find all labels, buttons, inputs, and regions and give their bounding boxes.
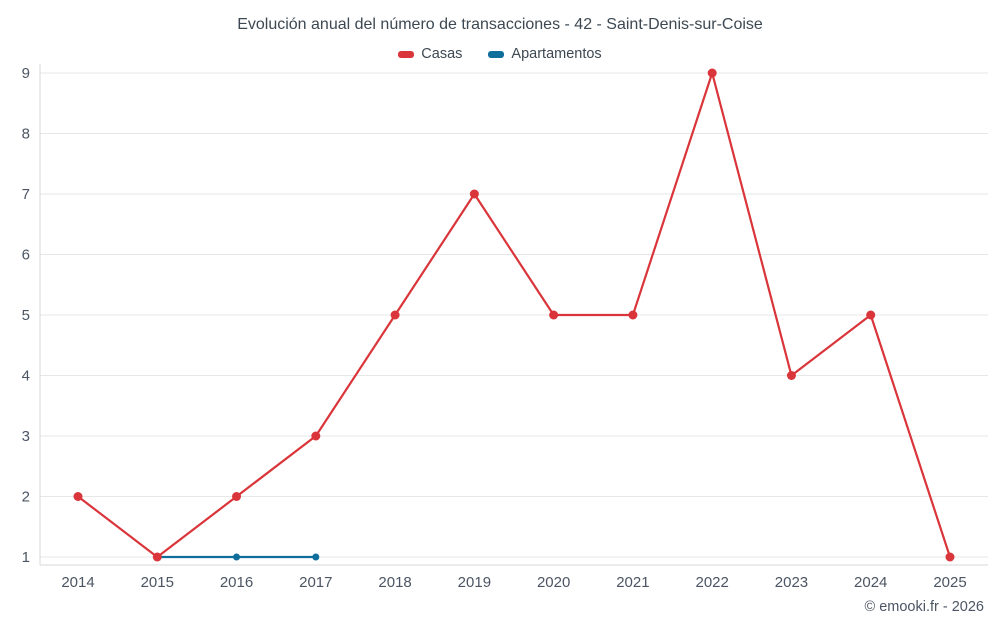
y-tick-label: 3	[22, 428, 30, 445]
data-point-casas-2015[interactable]	[152, 552, 162, 562]
x-tick-label: 2018	[378, 574, 411, 591]
data-point-casas-2017[interactable]	[311, 431, 321, 441]
data-point-casas-2024[interactable]	[866, 310, 876, 320]
y-tick-label: 7	[22, 186, 30, 203]
x-tick-label: 2017	[299, 574, 332, 591]
data-point-apartamentos-2017[interactable]	[312, 553, 320, 561]
x-tick-label: 2021	[616, 574, 649, 591]
x-tick-label: 2015	[141, 574, 174, 591]
x-tick-label: 2019	[458, 574, 491, 591]
data-point-casas-2018[interactable]	[390, 310, 400, 320]
legend-marker-apartamentos-icon	[488, 50, 505, 58]
chart-title: Evolución anual del número de transaccio…	[237, 16, 763, 33]
y-tick-label: 2	[22, 489, 30, 506]
y-tick-label: 8	[22, 126, 30, 143]
y-tick-label: 9	[22, 65, 30, 82]
footer-credit: © emooki.fr - 2026	[864, 599, 984, 615]
x-tick-label: 2016	[220, 574, 253, 591]
y-tick-label: 1	[22, 549, 30, 566]
legend-item-casas[interactable]: Casas	[398, 46, 462, 62]
x-tick-label: 2014	[61, 574, 94, 591]
legend: Casas Apartamentos	[0, 46, 1000, 62]
y-tick-label: 4	[22, 368, 30, 385]
x-tick-label: 2022	[695, 574, 728, 591]
legend-marker-casas-icon	[398, 50, 415, 58]
x-tick-label: 2020	[537, 574, 570, 591]
data-point-casas-2016[interactable]	[232, 492, 242, 501]
data-point-casas-2023[interactable]	[786, 371, 796, 380]
x-tick-label: 2024	[854, 574, 887, 591]
legend-label-casas: Casas	[421, 46, 463, 62]
y-tick-label: 5	[22, 307, 30, 324]
legend-item-apartamentos[interactable]: Apartamentos	[488, 46, 602, 62]
data-point-casas-2019[interactable]	[469, 189, 479, 199]
data-point-casas-2020[interactable]	[549, 310, 559, 320]
x-tick-label: 2023	[775, 574, 808, 591]
data-point-casas-2021[interactable]	[628, 310, 638, 320]
y-tick-label: 6	[22, 247, 30, 264]
legend-label-apartamentos: Apartamentos	[511, 46, 602, 62]
data-point-casas-2014[interactable]	[73, 492, 83, 501]
data-point-casas-2025[interactable]	[945, 552, 955, 562]
x-tick-label: 2025	[933, 574, 966, 591]
data-point-apartamentos-2016[interactable]	[233, 553, 241, 561]
series-line-casas	[77, 71, 952, 559]
data-point-casas-2022[interactable]	[707, 68, 717, 78]
